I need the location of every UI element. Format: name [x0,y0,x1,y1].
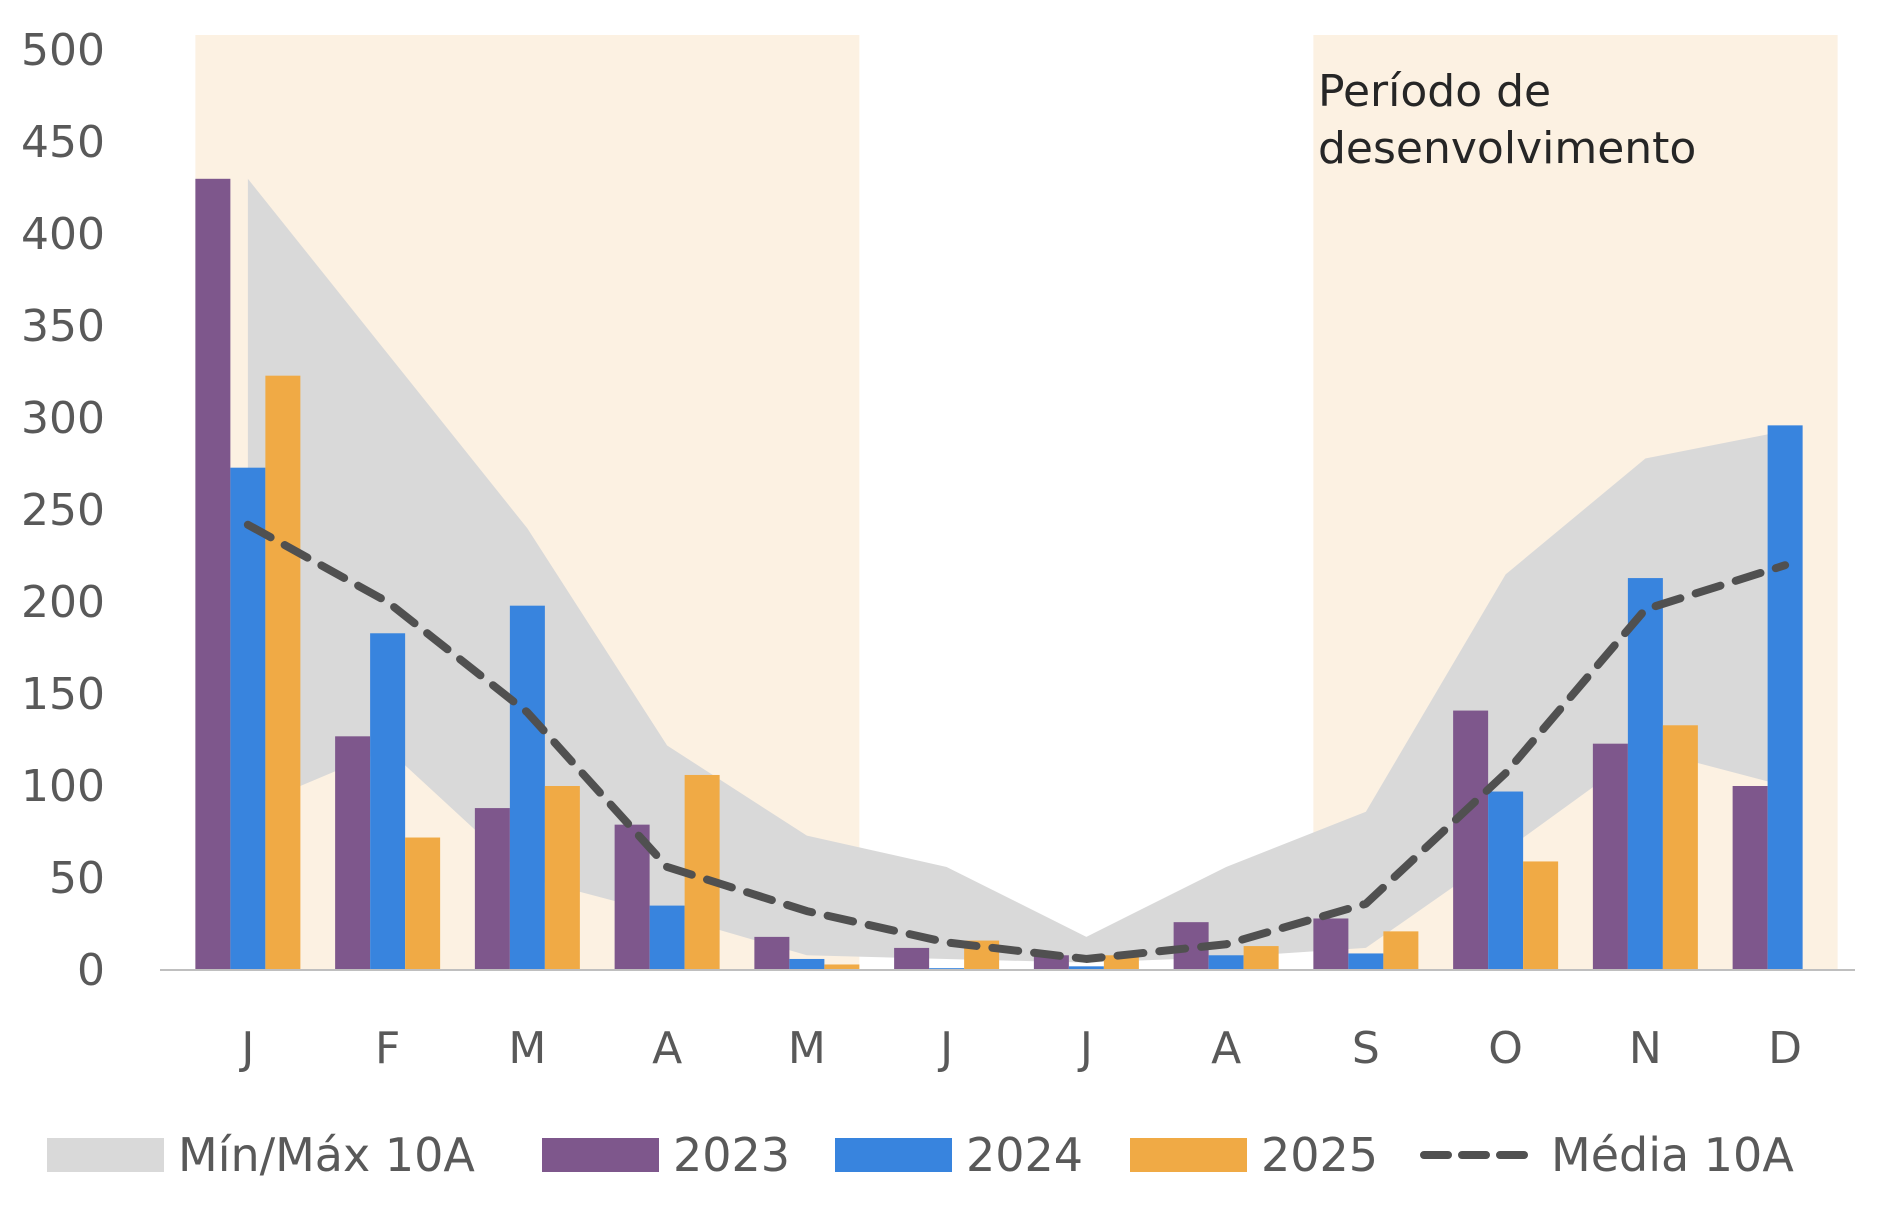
legend-swatch-4 [1130,1138,1247,1172]
bar-2023-10 [1592,743,1628,970]
x-category-label: M [508,1023,546,1074]
legend-swatch-1 [47,1138,164,1172]
y-tick-label: 100 [21,761,105,812]
bar-2025-7 [1243,946,1279,970]
y-tick-label: 200 [21,577,105,628]
bar-2024-10 [1627,578,1663,970]
y-tick-label: 450 [21,117,105,168]
legend-label-1: Mín/Máx 10A [178,1128,475,1182]
x-category-label: M [788,1023,826,1074]
bar-2023-11 [1732,786,1768,970]
bar-2023-8 [1313,918,1349,970]
legend-label-4: 2025 [1261,1128,1378,1182]
bar-2024-2 [509,605,545,970]
x-category-label: O [1488,1023,1523,1074]
bar-2025-0 [265,375,301,970]
bar-2024-3 [649,905,685,970]
x-category-label: F [375,1023,400,1074]
y-tick-label: 150 [21,669,105,720]
mean-line-group [243,520,1790,963]
x-category-label: A [652,1023,682,1074]
bar-2025-8 [1383,931,1419,970]
development-period-annotation: Período de desenvolvimento [1318,66,1696,174]
y-tick-label: 250 [21,485,105,536]
y-tick-label: 500 [21,25,105,76]
y-tick-label: 0 [77,945,105,996]
bar-2024-1 [370,633,406,970]
x-category-label: D [1768,1023,1802,1074]
x-category-label: N [1629,1023,1662,1074]
y-tick-label: 300 [21,393,105,444]
y-tick-labels: 0 50 100 150 200 250 300 350 400 450 500 [21,25,105,996]
y-tick-label: 50 [49,853,105,904]
bar-2025-1 [405,837,441,970]
bar-2023-2 [474,808,510,970]
min-max-band [247,178,1786,963]
bar-2024-7 [1208,955,1244,970]
y-tick-label: 350 [21,301,105,352]
x-category-label: J [238,1023,254,1074]
annotation-line-2: desenvolvimento [1318,123,1696,174]
bar-2023-0 [195,178,231,971]
bar-2023-3 [614,824,650,970]
bar-2025-6 [1103,955,1139,970]
bar-2024-0 [230,467,266,970]
x-category-label: A [1211,1023,1241,1074]
bar-2025-9 [1523,861,1559,970]
y-tick-label: 400 [21,209,105,260]
legend-swatch-3 [835,1138,952,1172]
bar-2023-5 [894,947,930,970]
bar-2023-1 [335,736,371,970]
legend-label-3: 2024 [966,1128,1083,1182]
bar-2023-9 [1453,710,1489,970]
x-category-label: J [937,1023,953,1074]
min-max-band-group [247,178,1786,963]
bar-2024-6 [1068,966,1104,970]
bar-2024-11 [1767,425,1803,970]
legend-swatch-2 [542,1138,659,1172]
bars [195,178,1803,971]
bar-2024-4 [789,958,825,970]
x-category-label: S [1352,1023,1380,1074]
x-category-label: J [1077,1023,1093,1074]
bar-2025-10 [1662,725,1698,970]
bar-2024-9 [1488,791,1524,970]
bar-2024-8 [1348,953,1384,970]
bar-2025-4 [824,964,860,970]
legend-label-2: 2023 [673,1128,790,1182]
legend: Mín/Máx 10A 2023 2024 2025 Média 10A [47,1128,1794,1182]
legend-label-5: Média 10A [1551,1128,1794,1182]
annotation-line-1: Período de [1318,66,1551,117]
bar-2023-4 [754,936,790,970]
mean-line [243,520,1790,963]
bar-2025-2 [544,786,580,970]
